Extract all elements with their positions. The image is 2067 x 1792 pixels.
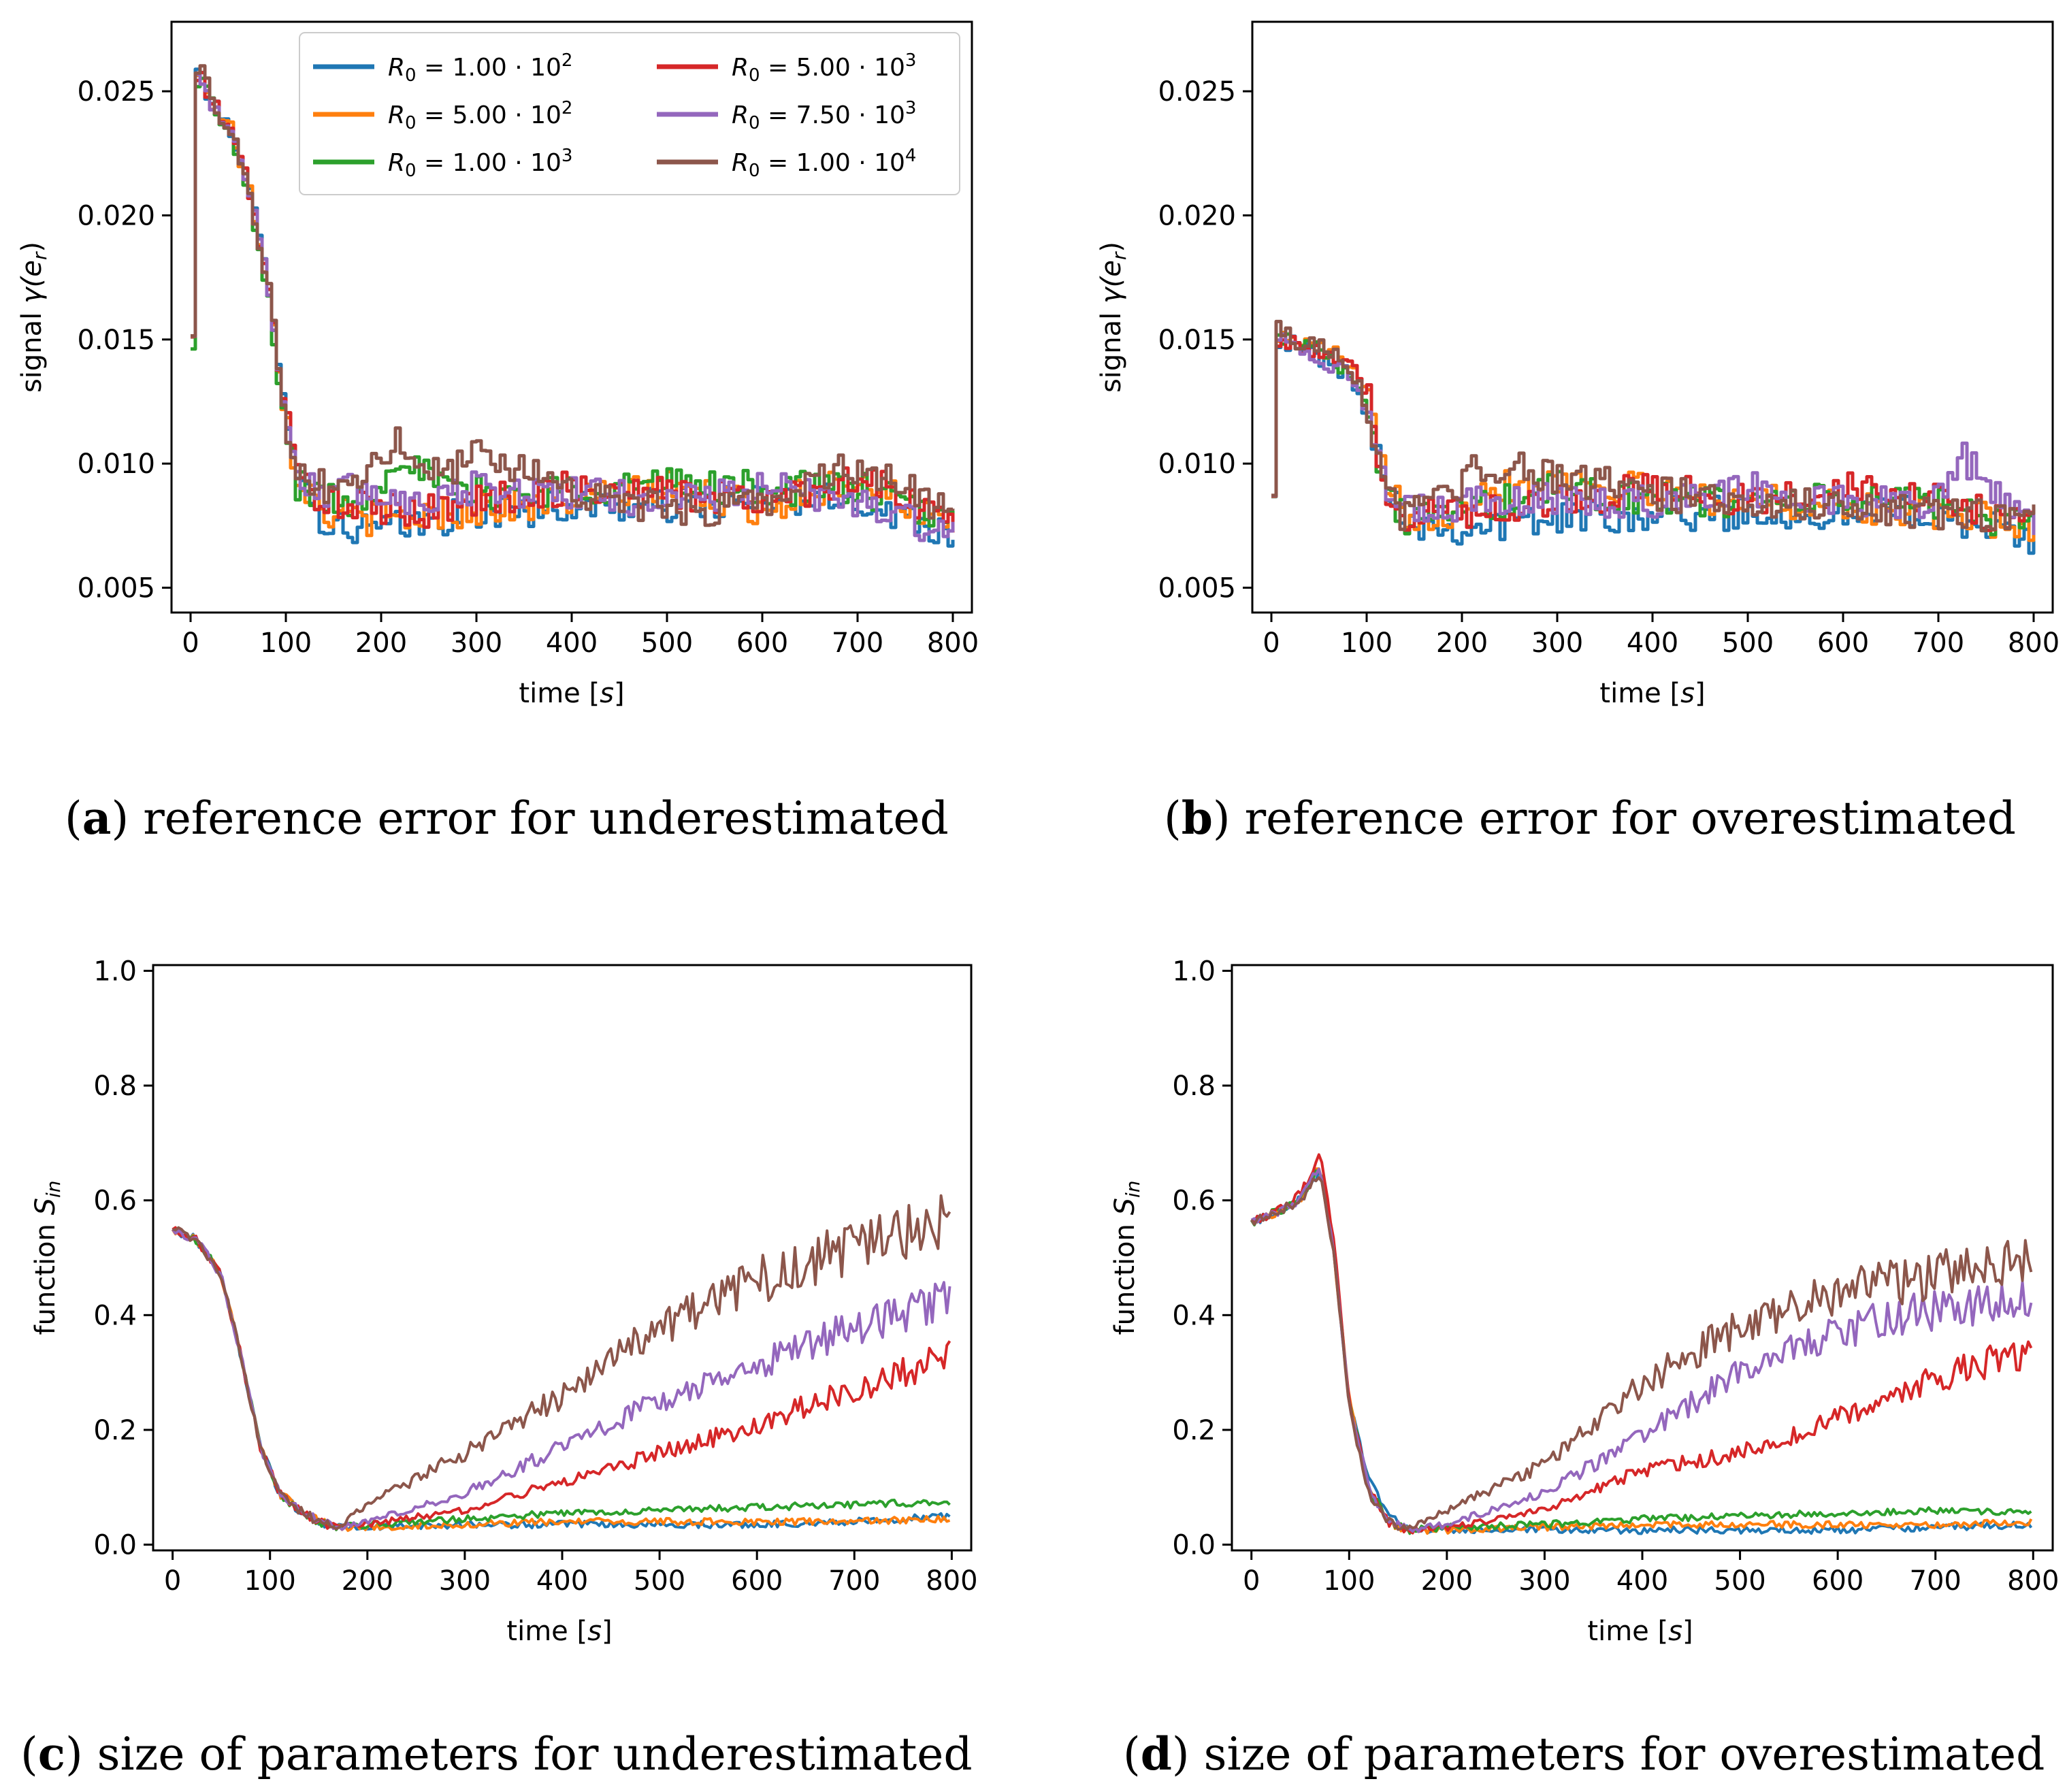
series-b	[1271, 319, 2036, 555]
ytick-label: 0.020	[1158, 200, 1236, 231]
series-line-s2	[171, 1228, 951, 1532]
xtick-label: 300	[1518, 1565, 1570, 1597]
ytick-label: 0.015	[1158, 325, 1236, 356]
ylabel-a: signal γ(er)	[16, 242, 51, 393]
panel-b: 0 100 200 300 400 500 600 700 800 0.005 0.010 0.015…	[1096, 20, 2060, 845]
ytick-label: 0.4	[1172, 1300, 1216, 1331]
xtick-label: 200	[1436, 628, 1488, 659]
caption-c: (c) size of parameters for underestimate…	[20, 1727, 973, 1780]
xtick-label: 700	[1910, 1565, 1962, 1597]
series-d	[1250, 1153, 2033, 1535]
xtick-label: 600	[731, 1565, 783, 1597]
ylabel-b: signal γ(er)	[1096, 242, 1130, 393]
ytick-label: 0.6	[1172, 1186, 1216, 1217]
ytick-label: 0.2	[1172, 1415, 1216, 1446]
xtick-label: 800	[927, 628, 979, 659]
series-c	[171, 1194, 951, 1532]
xtick-label: 800	[2007, 1565, 2059, 1597]
ytick-label: 0.0	[1172, 1530, 1216, 1561]
xlabel-c: time [s]	[506, 1616, 612, 1647]
series-line-s6	[1250, 1176, 2033, 1531]
xtick-label: 0	[1263, 628, 1280, 659]
ytick-label: 0.005	[77, 573, 155, 604]
ylabel-c: function Sin	[30, 1180, 65, 1335]
ytick-label: 0.2	[93, 1415, 137, 1446]
legend-label-s6: R0 = 1.00 · 104	[732, 146, 916, 181]
xlabel-d: time [s]	[1587, 1616, 1693, 1647]
xtick-label: 200	[342, 1565, 393, 1597]
legend-label-s3: R0 = 1.00 · 103	[388, 146, 572, 181]
series-line-s6	[172, 1194, 951, 1531]
legend-label-s5: R0 = 7.50 · 103	[732, 98, 916, 133]
xtick-label: 100	[244, 1565, 296, 1597]
series-line-s6	[1271, 319, 2036, 533]
xlabel-a: time [s]	[519, 678, 624, 709]
xtick-label: 500	[1714, 1565, 1765, 1597]
caption-a: (a) reference error for underestimated	[65, 792, 949, 845]
xtick-label: 0	[182, 628, 199, 659]
xtick-label: 800	[926, 1565, 977, 1597]
ytick-label: 1.0	[93, 956, 137, 987]
xtick-label: 800	[2008, 628, 2060, 659]
xtick-label: 300	[1531, 628, 1583, 659]
ytick-label: 0.8	[1172, 1071, 1216, 1102]
xtick-label: 700	[1913, 628, 1964, 659]
series-line-s6	[191, 64, 955, 527]
xtick-label: 600	[1812, 1565, 1863, 1597]
ytick-label: 0.8	[93, 1071, 137, 1102]
xtick-label: 100	[260, 628, 312, 659]
legend-label-s1: R0 = 1.00 · 102	[388, 50, 572, 86]
legend-box	[299, 32, 960, 195]
xtick-label: 300	[451, 628, 502, 659]
caption-b: (b) reference error for overestimated	[1164, 792, 2016, 845]
xtick-label: 700	[828, 1565, 880, 1597]
xtick-label: 700	[832, 628, 883, 659]
ytick-label: 1.0	[1172, 956, 1216, 987]
xtick-label: 100	[1341, 628, 1393, 659]
ytick-label: 0.010	[1158, 449, 1236, 480]
ytick-label: 0.025	[77, 76, 155, 108]
xtick-label: 200	[1421, 1565, 1473, 1597]
legend: R0 = 1.00 · 102 R0 = 5.00 · 102 R0 = 1.00 …	[299, 32, 960, 195]
xtick-label: 600	[1817, 628, 1869, 659]
xtick-label: 500	[1722, 628, 1774, 659]
ytick-label: 0.025	[1158, 76, 1236, 108]
xtick-label: 400	[1616, 1565, 1668, 1597]
ticks-b: 0 100 200 300 400 500 600 700 800 0.005 0.010 0.015…	[1158, 76, 2060, 659]
ylabel-d: function Sin	[1109, 1180, 1144, 1335]
xtick-label: 300	[439, 1565, 491, 1597]
panel-a: 0 100 200 300 400 500 600 700 800 0.005 0.010 0.015…	[16, 20, 979, 845]
series-line-s4	[172, 1226, 951, 1530]
xtick-label: 0	[164, 1565, 181, 1597]
ytick-label: 0.020	[77, 200, 155, 231]
ticks-d: 0 100 200 300 400 500 600 700 800 0.0 0.2 0.4 0.6 0.8…	[1172, 956, 2059, 1597]
series-a	[191, 64, 955, 548]
xtick-label: 400	[1627, 628, 1678, 659]
legend-label-s2: R0 = 5.00 · 102	[388, 98, 572, 133]
xlabel-b: time [s]	[1599, 678, 1705, 709]
ytick-label: 0.6	[93, 1186, 137, 1217]
series-line-s1	[1271, 334, 2036, 555]
panel-d: 0 100 200 300 400 500 600 700 800 0.0 0.2 0.4 0.6 0.8…	[1109, 956, 2059, 1780]
ytick-label: 0.0	[93, 1530, 137, 1561]
ticks-a: 0 100 200 300 400 500 600 700 800 0.005 0.010 0.015…	[77, 76, 979, 659]
xtick-label: 0	[1243, 1565, 1260, 1597]
xtick-label: 400	[536, 1565, 588, 1597]
panel-c: 0 100 200 300 400 500 600 700 800 0.0 0.2 0.4 0.6 0.8…	[20, 956, 978, 1780]
caption-d: (d) size of parameters for overestimated	[1123, 1727, 2045, 1780]
xtick-label: 500	[641, 628, 693, 659]
ticks-c: 0 100 200 300 400 500 600 700 800 0.0 0.2 0.4 0.6 0.8…	[93, 956, 977, 1597]
plot-frame-c	[152, 964, 973, 1552]
xtick-label: 600	[736, 628, 788, 659]
legend-label-s4: R0 = 5.00 · 103	[732, 50, 916, 86]
ytick-label: 0.015	[77, 325, 155, 356]
ytick-label: 0.010	[77, 449, 155, 480]
xtick-label: 400	[546, 628, 598, 659]
ytick-label: 0.4	[93, 1300, 137, 1331]
ytick-label: 0.005	[1158, 573, 1236, 604]
xtick-label: 200	[355, 628, 407, 659]
xtick-label: 100	[1323, 1565, 1375, 1597]
xtick-label: 500	[634, 1565, 685, 1597]
